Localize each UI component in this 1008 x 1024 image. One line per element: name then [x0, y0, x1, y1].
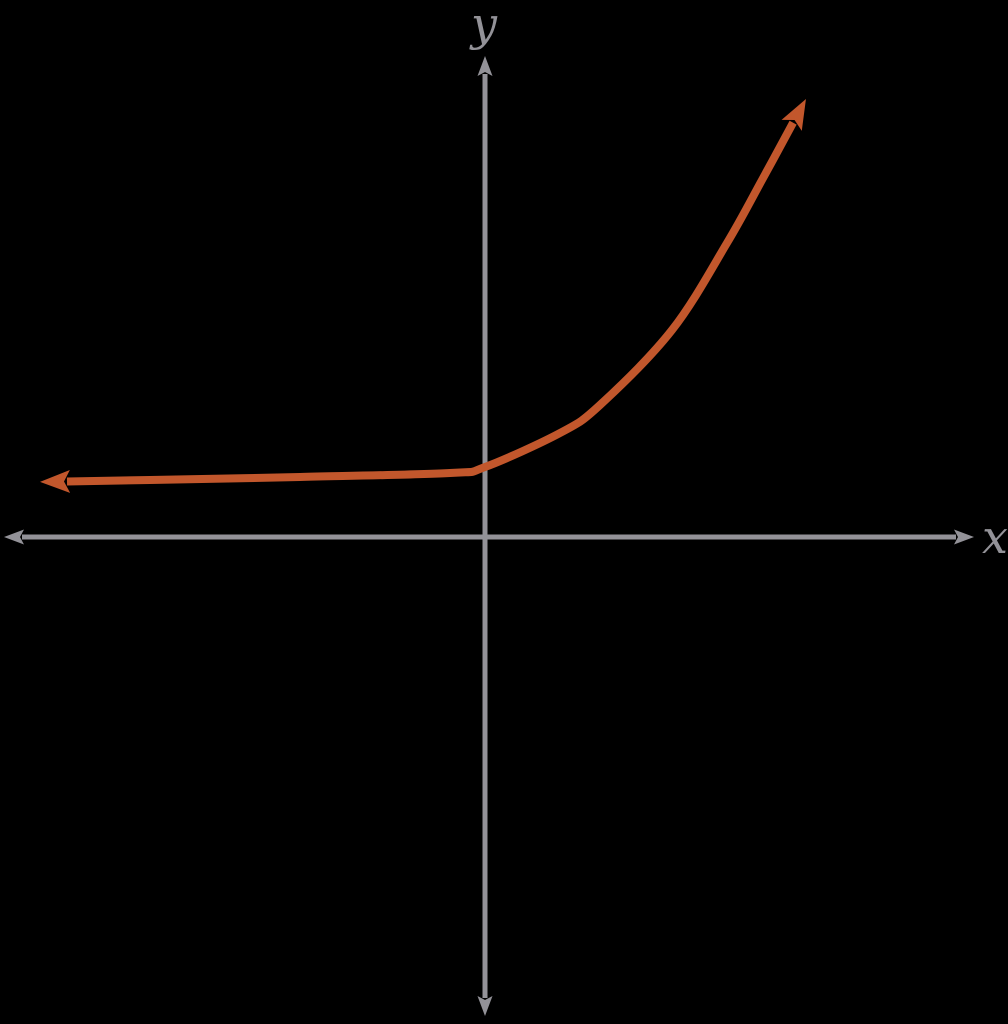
x-axis-label: x [982, 510, 1008, 564]
y-axis-label: y [469, 0, 498, 51]
function-curve [40, 98, 806, 493]
